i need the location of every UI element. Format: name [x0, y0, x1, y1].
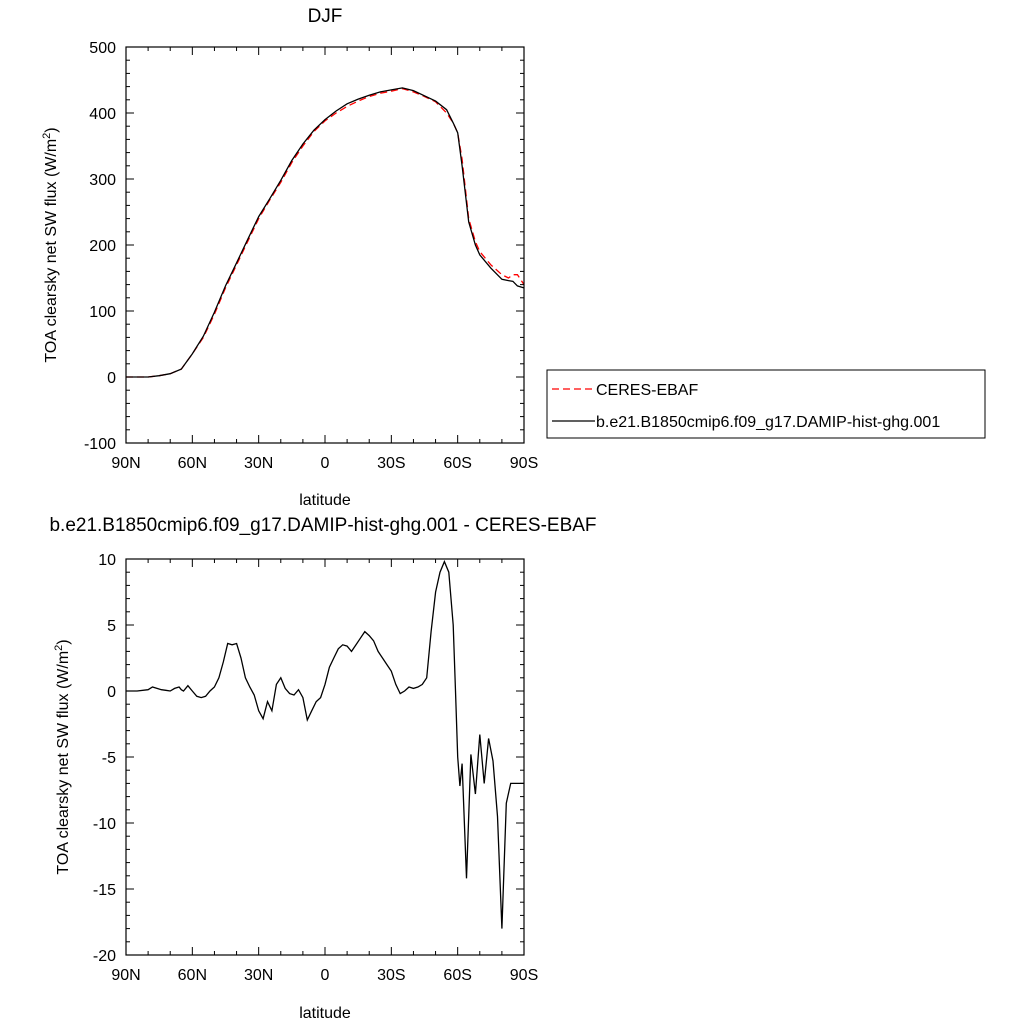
- legend-label-1: CERES-EBAF: [596, 382, 698, 399]
- y-axis-label: TOA clearsky net SW flux (W/m2): [53, 639, 72, 874]
- chart-title: b.e21.B1850cmip6.f09_g17.DAMIP-hist-ghg.…: [49, 515, 596, 536]
- y-tick-label: 300: [89, 172, 116, 189]
- y-tick-label: 0: [107, 684, 116, 701]
- y-tick-label: 100: [89, 304, 116, 321]
- y-tick-label: -20: [93, 948, 116, 965]
- x-tick-label: 0: [321, 967, 330, 984]
- y-axis-label: TOA clearsky net SW flux (W/m2): [41, 127, 60, 362]
- y-tick-label: 5: [107, 618, 116, 635]
- x-tick-label: 30N: [244, 967, 273, 984]
- x-axis-label: latitude: [299, 1005, 351, 1022]
- plot-frame: [125, 558, 525, 956]
- x-tick-label: 90N: [111, 455, 140, 472]
- y-tick-label: 200: [89, 238, 116, 255]
- chart-panel-2: b.e21.B1850cmip6.f09_g17.DAMIP-hist-ghg.…: [49, 515, 596, 1022]
- x-tick-label: 60N: [178, 455, 207, 472]
- chart-title: DJF: [308, 6, 343, 27]
- series-line-1: [126, 559, 524, 929]
- series-line-1: [126, 87, 524, 378]
- x-axis-label: latitude: [299, 492, 351, 509]
- x-tick-label: 30S: [377, 455, 405, 472]
- x-tick-label: 60S: [443, 967, 471, 984]
- x-tick-label: 90S: [510, 455, 538, 472]
- plot-frame: [125, 46, 525, 444]
- y-tick-label: -10: [93, 816, 116, 833]
- y-tick-label: 400: [89, 106, 116, 123]
- y-tick-label: -100: [84, 436, 116, 453]
- y-tick-label: 500: [89, 40, 116, 57]
- y-tick-label: 0: [107, 370, 116, 387]
- x-tick-label: 30N: [244, 455, 273, 472]
- x-tick-label: 30S: [377, 967, 405, 984]
- x-tick-label: 60S: [443, 455, 471, 472]
- x-tick-label: 90S: [510, 967, 538, 984]
- legend: CERES-EBAF b.e21.B1850cmip6.f09_g17.DAMIP…: [546, 369, 986, 439]
- y-tick-label: -15: [93, 882, 116, 899]
- series-line-2: [126, 87, 524, 378]
- x-tick-label: 90N: [111, 967, 140, 984]
- chart-panel-1: DJF 90N 60N 30N 0 30S 60S 90S -100 0 100 200 300 400 5…: [41, 6, 986, 509]
- x-tick-label: 60N: [178, 967, 207, 984]
- y-tick-label: -5: [102, 750, 116, 767]
- legend-label-2: b.e21.B1850cmip6.f09_g17.DAMIP-hist-ghg.…: [596, 414, 940, 431]
- legend-box: [546, 369, 986, 439]
- x-tick-label: 0: [321, 455, 330, 472]
- y-tick-label: 10: [98, 552, 116, 569]
